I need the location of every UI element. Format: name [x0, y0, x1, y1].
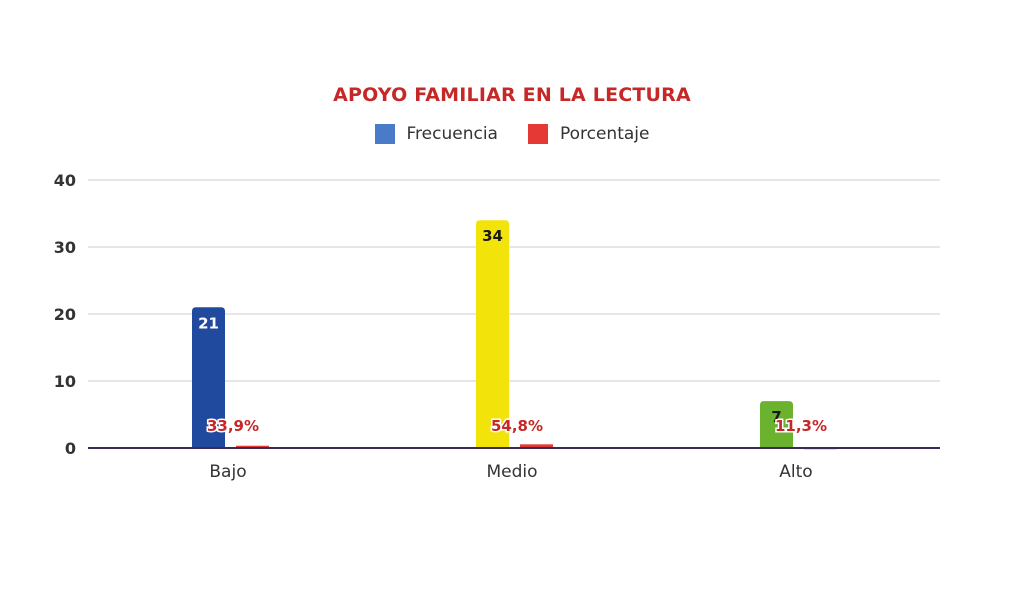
data-label-frecuencia: 34 — [482, 227, 503, 245]
bar-porcentaje — [520, 444, 553, 448]
data-label-frecuencia: 7 — [771, 408, 781, 426]
chart-legend: Frecuencia Porcentaje — [0, 124, 1024, 144]
data-label-porcentaje: 11,3% — [775, 417, 827, 435]
bar-frecuencia — [760, 401, 793, 448]
data-label-porcentaje: 33,9% — [207, 417, 259, 435]
x-tick-label: Bajo — [209, 462, 246, 482]
legend-label-frecuencia: Frecuencia — [406, 124, 498, 144]
data-label-frecuencia: 21 — [198, 314, 219, 332]
bar-frecuencia — [192, 307, 225, 448]
x-tick-label: Alto — [779, 462, 812, 482]
legend-item-frecuencia[interactable]: Frecuencia — [374, 124, 498, 144]
legend-swatch-porcentaje — [527, 124, 548, 144]
legend-item-porcentaje[interactable]: Porcentaje — [527, 124, 650, 144]
y-tick-label: 40 — [54, 171, 76, 190]
bar-porcentaje — [236, 445, 269, 448]
legend-swatch-frecuencia — [374, 124, 395, 144]
bar-frecuencia — [476, 220, 509, 448]
data-label-porcentaje: 54,8% — [491, 417, 543, 435]
y-tick-label: 30 — [54, 238, 76, 257]
chart-title: APOYO FAMILIAR EN LA LECTURA — [333, 84, 691, 106]
y-tick-label: 10 — [54, 372, 76, 391]
y-tick-label: 0 — [65, 439, 76, 458]
y-tick-label: 20 — [54, 305, 76, 324]
legend-label-porcentaje: Porcentaje — [559, 124, 650, 144]
x-tick-label: Medio — [486, 462, 537, 482]
